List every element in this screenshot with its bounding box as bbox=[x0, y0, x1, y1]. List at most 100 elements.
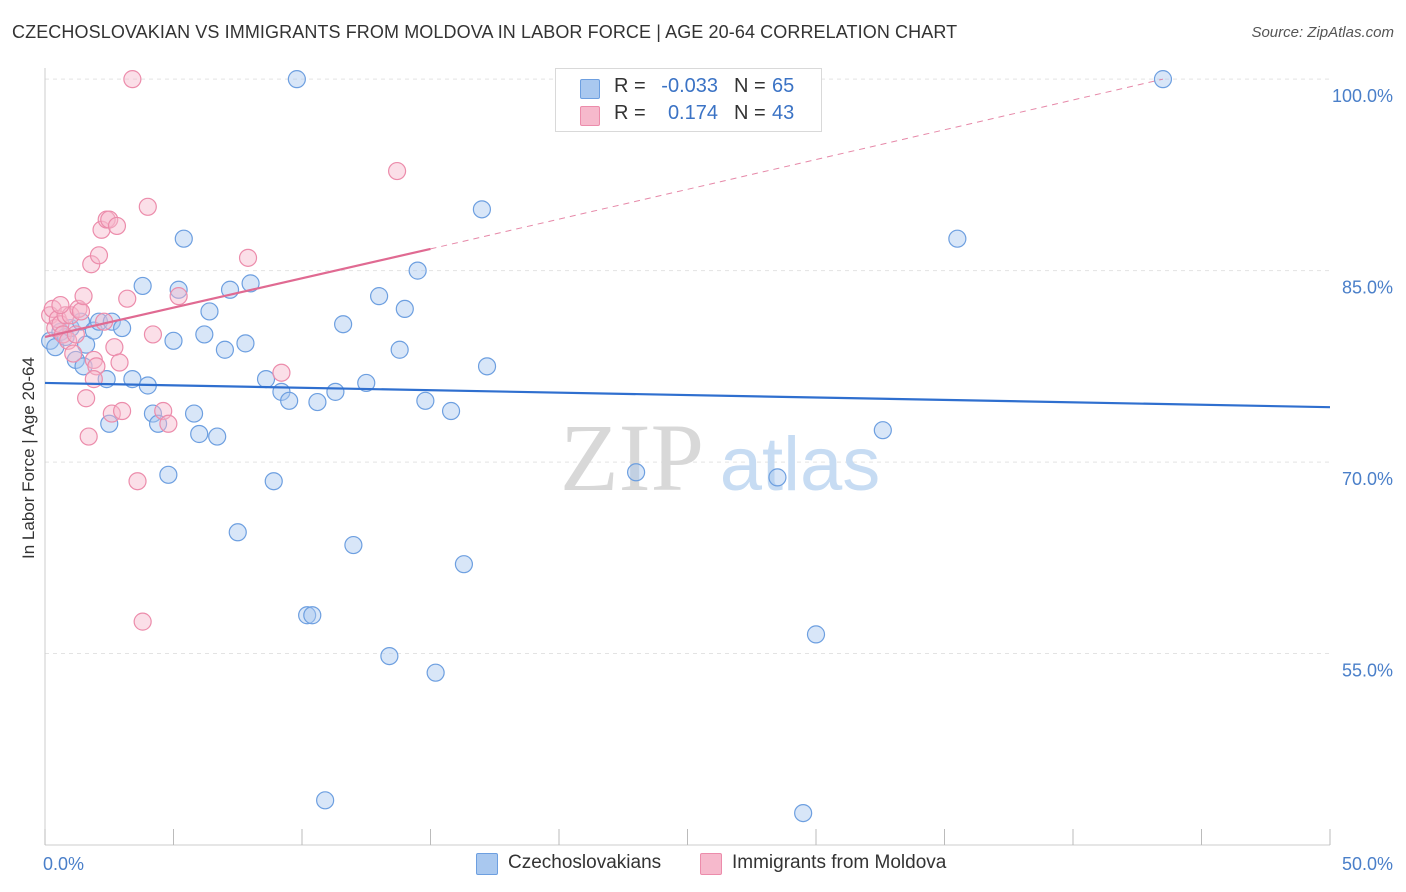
point-czechoslovakian bbox=[174, 229, 193, 248]
stats-legend: R = -0.033 N = 65 R = 0.174 N = 43 bbox=[555, 68, 822, 132]
y-axis-label: In Labor Force | Age 20-64 bbox=[19, 357, 38, 559]
label-layer: 55.0% 70.0% 85.0% 100.0% 0.0% 50.0% In Labor F… bbox=[19, 86, 1393, 874]
stats-legend-row-moldova: R = 0.174 N = 43 bbox=[556, 102, 821, 128]
point-moldova bbox=[138, 197, 157, 216]
legend-label: Immigrants from Moldova bbox=[732, 852, 947, 873]
point-moldova bbox=[143, 325, 163, 344]
point-moldova bbox=[79, 427, 98, 446]
points-layer bbox=[41, 70, 1173, 823]
watermark-atlas: atlas bbox=[720, 422, 881, 507]
y-tick-label: 70.0% bbox=[1342, 469, 1393, 489]
point-czechoslovakian bbox=[190, 424, 209, 444]
point-czechoslovakian bbox=[74, 357, 93, 376]
point-czechoslovakian bbox=[1153, 70, 1173, 89]
point-czechoslovakian bbox=[344, 535, 363, 555]
point-moldova bbox=[272, 363, 291, 382]
point-czechoslovakian bbox=[426, 663, 445, 682]
point-czechoslovakian bbox=[390, 340, 409, 359]
point-czechoslovakian bbox=[164, 331, 183, 350]
n-label: N = bbox=[734, 102, 766, 124]
point-czechoslovakian bbox=[264, 472, 283, 491]
point-czechoslovakian bbox=[334, 315, 353, 334]
point-czechoslovakian bbox=[308, 392, 327, 412]
point-moldova bbox=[92, 220, 111, 239]
stats-legend-row-czechoslovakians: R = -0.033 N = 65 bbox=[556, 75, 821, 101]
r-label: R = bbox=[614, 102, 646, 124]
point-moldova bbox=[74, 287, 93, 306]
point-czechoslovakian bbox=[357, 373, 376, 393]
point-moldova bbox=[110, 353, 129, 372]
pink-swatch bbox=[580, 106, 600, 126]
point-czechoslovakian bbox=[441, 401, 461, 421]
legend-label: Czechoslovakians bbox=[508, 852, 662, 873]
point-moldova bbox=[123, 70, 142, 89]
point-czechoslovakian bbox=[472, 200, 491, 219]
point-czechoslovakian bbox=[228, 523, 247, 542]
grid-layer bbox=[45, 78, 1330, 655]
point-czechoslovakian bbox=[159, 465, 178, 484]
axis-layer bbox=[44, 68, 1331, 846]
watermark-zip: ZIP bbox=[560, 404, 704, 511]
series-legend: Czechoslovakians Immigrants from Moldova bbox=[0, 852, 1406, 876]
blue-swatch bbox=[580, 79, 600, 99]
point-moldova bbox=[89, 246, 109, 265]
point-czechoslovakian bbox=[806, 625, 826, 644]
point-czechoslovakian bbox=[326, 382, 345, 401]
point-czechoslovakian bbox=[123, 370, 142, 389]
point-moldova bbox=[128, 472, 147, 491]
point-czechoslovakian bbox=[215, 340, 234, 359]
point-moldova bbox=[133, 612, 152, 631]
point-moldova bbox=[387, 161, 407, 181]
point-czechoslovakian bbox=[395, 299, 414, 319]
point-moldova bbox=[64, 344, 83, 363]
y-tick-label: 100.0% bbox=[1332, 86, 1393, 106]
point-czechoslovakian bbox=[768, 468, 787, 487]
point-czechoslovakian bbox=[626, 463, 646, 482]
point-czechoslovakian bbox=[303, 606, 322, 625]
point-czechoslovakian bbox=[408, 261, 427, 280]
point-moldova bbox=[238, 248, 258, 267]
point-moldova bbox=[77, 389, 96, 408]
point-czechoslovakian bbox=[370, 287, 389, 306]
n-label: N = bbox=[734, 75, 766, 97]
n-value: 43 bbox=[772, 102, 795, 124]
watermark: ZIP atlas bbox=[560, 404, 880, 511]
trendline-moldova-extension bbox=[430, 78, 1164, 250]
point-czechoslovakian bbox=[112, 318, 132, 338]
point-czechoslovakian bbox=[236, 334, 255, 353]
trendline-moldova bbox=[44, 247, 431, 339]
y-tick-label: 55.0% bbox=[1342, 661, 1393, 681]
point-moldova bbox=[159, 414, 178, 433]
point-czechoslovakian bbox=[948, 229, 967, 248]
point-czechoslovakian bbox=[287, 70, 306, 89]
chart-title: CZECHOSLOVAKIAN VS IMMIGRANTS FROM MOLDO… bbox=[12, 22, 958, 42]
r-label: R = bbox=[614, 75, 646, 97]
trendline-czechoslovakians bbox=[44, 381, 1331, 409]
y-tick-label: 85.0% bbox=[1342, 278, 1393, 298]
point-moldova bbox=[51, 295, 70, 315]
point-czechoslovakian bbox=[873, 421, 892, 440]
x-tick-label: 50.0% bbox=[1342, 854, 1393, 874]
trend-layer bbox=[44, 78, 1331, 409]
point-czechoslovakian bbox=[133, 276, 152, 296]
point-czechoslovakian bbox=[184, 404, 204, 423]
r-value: 0.174 bbox=[667, 102, 718, 124]
point-czechoslovakian bbox=[280, 391, 299, 410]
point-moldova bbox=[105, 338, 124, 357]
point-czechoslovakian bbox=[200, 302, 219, 321]
x-tick-label: 0.0% bbox=[43, 854, 84, 874]
blue-swatch bbox=[476, 853, 498, 875]
point-moldova bbox=[118, 289, 137, 308]
point-czechoslovakian bbox=[169, 280, 188, 299]
point-czechoslovakian bbox=[477, 357, 497, 376]
point-czechoslovakian bbox=[794, 803, 813, 823]
point-czechoslovakian bbox=[380, 646, 399, 666]
point-moldova bbox=[107, 216, 127, 236]
point-moldova bbox=[169, 287, 188, 306]
point-czechoslovakian bbox=[195, 325, 214, 344]
point-czechoslovakian bbox=[241, 274, 260, 293]
point-czechoslovakian bbox=[316, 791, 335, 810]
r-value: -0.033 bbox=[661, 75, 718, 97]
n-value: 65 bbox=[772, 75, 795, 97]
